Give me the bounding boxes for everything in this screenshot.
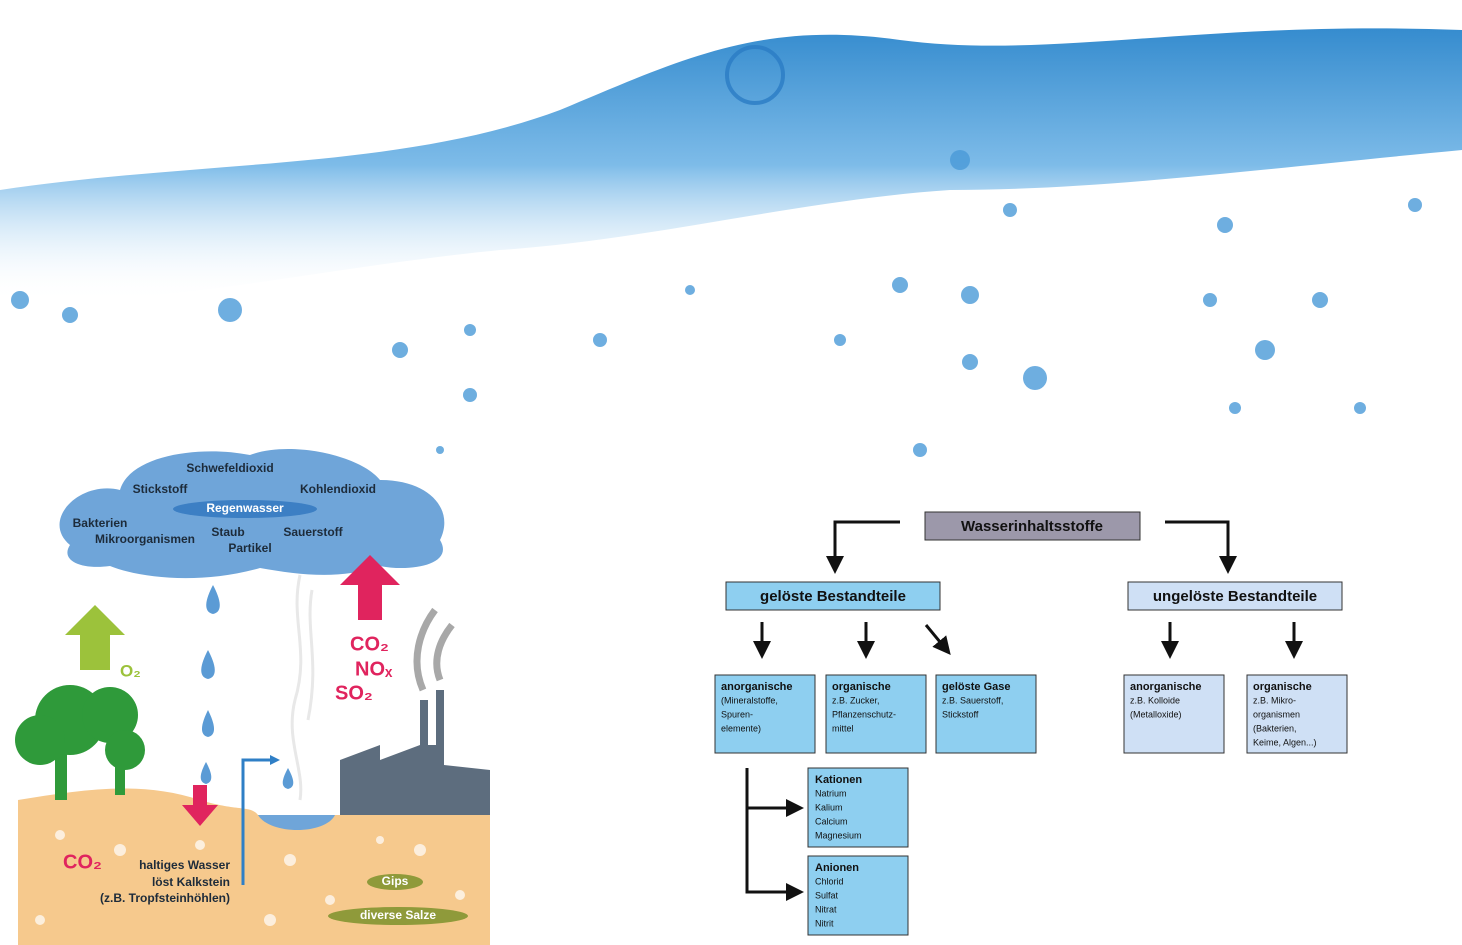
emission-label: SO₂ [335,682,373,704]
page: Schwefeldioxid Stickstoff Kohlendioxid Bakt… [0,0,1462,945]
leaf-line: Stickstoff [942,709,979,719]
cloud-label: Schwefeldioxid [186,461,273,475]
oxygen-arrow [65,605,125,670]
leaf-title: anorganische [1130,681,1202,693]
leaf-line: z.B. Kolloide [1130,695,1180,705]
water-wave [0,28,1462,301]
branch-label: ungelöste Bestandteile [1153,588,1317,605]
ground-label: (z.B. Tropfsteinhöhlen) [100,891,230,905]
ion-line: Nitrat [815,904,837,914]
cloud-label: Mikroorganismen [95,532,195,546]
root-label: Wasserinhaltsstoffe [961,518,1103,535]
rain-drops [201,585,294,789]
leaf-title: organische [832,681,891,693]
leaf-line: elemente) [721,723,761,733]
ground-co2: CO₂ [63,851,102,873]
cloud-label: Kohlendioxid [300,482,376,496]
leaf-line: mittel [832,723,854,733]
deposit-label: diverse Salze [360,908,436,922]
cloud-label: Stickstoff [133,482,189,496]
ion-line: Sulfat [815,890,839,900]
ion-title: Anionen [815,862,859,874]
emission-label: NOₓ [355,658,393,680]
leaf-line: Pflanzenschutz- [832,709,896,719]
cloud-label: Bakterien [73,516,128,530]
cloud-label: Partikel [228,541,271,555]
ground-label: haltiges Wasser [139,858,230,872]
ion-title: Kationen [815,774,862,786]
leaf-line: organismen [1253,709,1300,719]
deposit-label: Gips [382,874,409,888]
ion-line: Natrium [815,788,847,798]
leaf-line: (Mineralstoffe, [721,695,778,705]
cloud-label: Staub [211,525,244,539]
cloud-label: Sauerstoff [283,525,343,539]
oxygen-label: O₂ [120,661,141,680]
leaf-line: z.B. Mikro- [1253,695,1296,705]
leaf-title: organische [1253,681,1312,693]
rain-label: Regenwasser [206,501,284,515]
leaf-line: (Metalloxide) [1130,709,1182,719]
ion-line: Calcium [815,816,848,826]
leaf-line: z.B. Sauerstoff, [942,695,1003,705]
ion-line: Nitrit [815,918,834,928]
groundwater-arrow [270,755,280,765]
trees [15,685,145,800]
leaf-line: z.B. Zucker, [832,695,880,705]
emission-label: CO₂ [350,633,389,655]
ion-line: Magnesium [815,830,862,840]
ion-line: Kalium [815,802,843,812]
leaf-title: gelöste Gase [942,681,1010,693]
ground-label: löst Kalkstein [152,875,230,889]
branch-label: gelöste Bestandteile [760,588,906,605]
leaf-line: (Bakterien, [1253,723,1297,733]
steam [292,575,313,800]
factory [340,690,490,815]
leaf-line: Keime, Algen...) [1253,737,1317,747]
ion-line: Chlorid [815,876,844,886]
leaf-title: anorganische [721,681,793,693]
smoke [417,610,452,690]
leaf-line: Spuren- [721,709,753,719]
